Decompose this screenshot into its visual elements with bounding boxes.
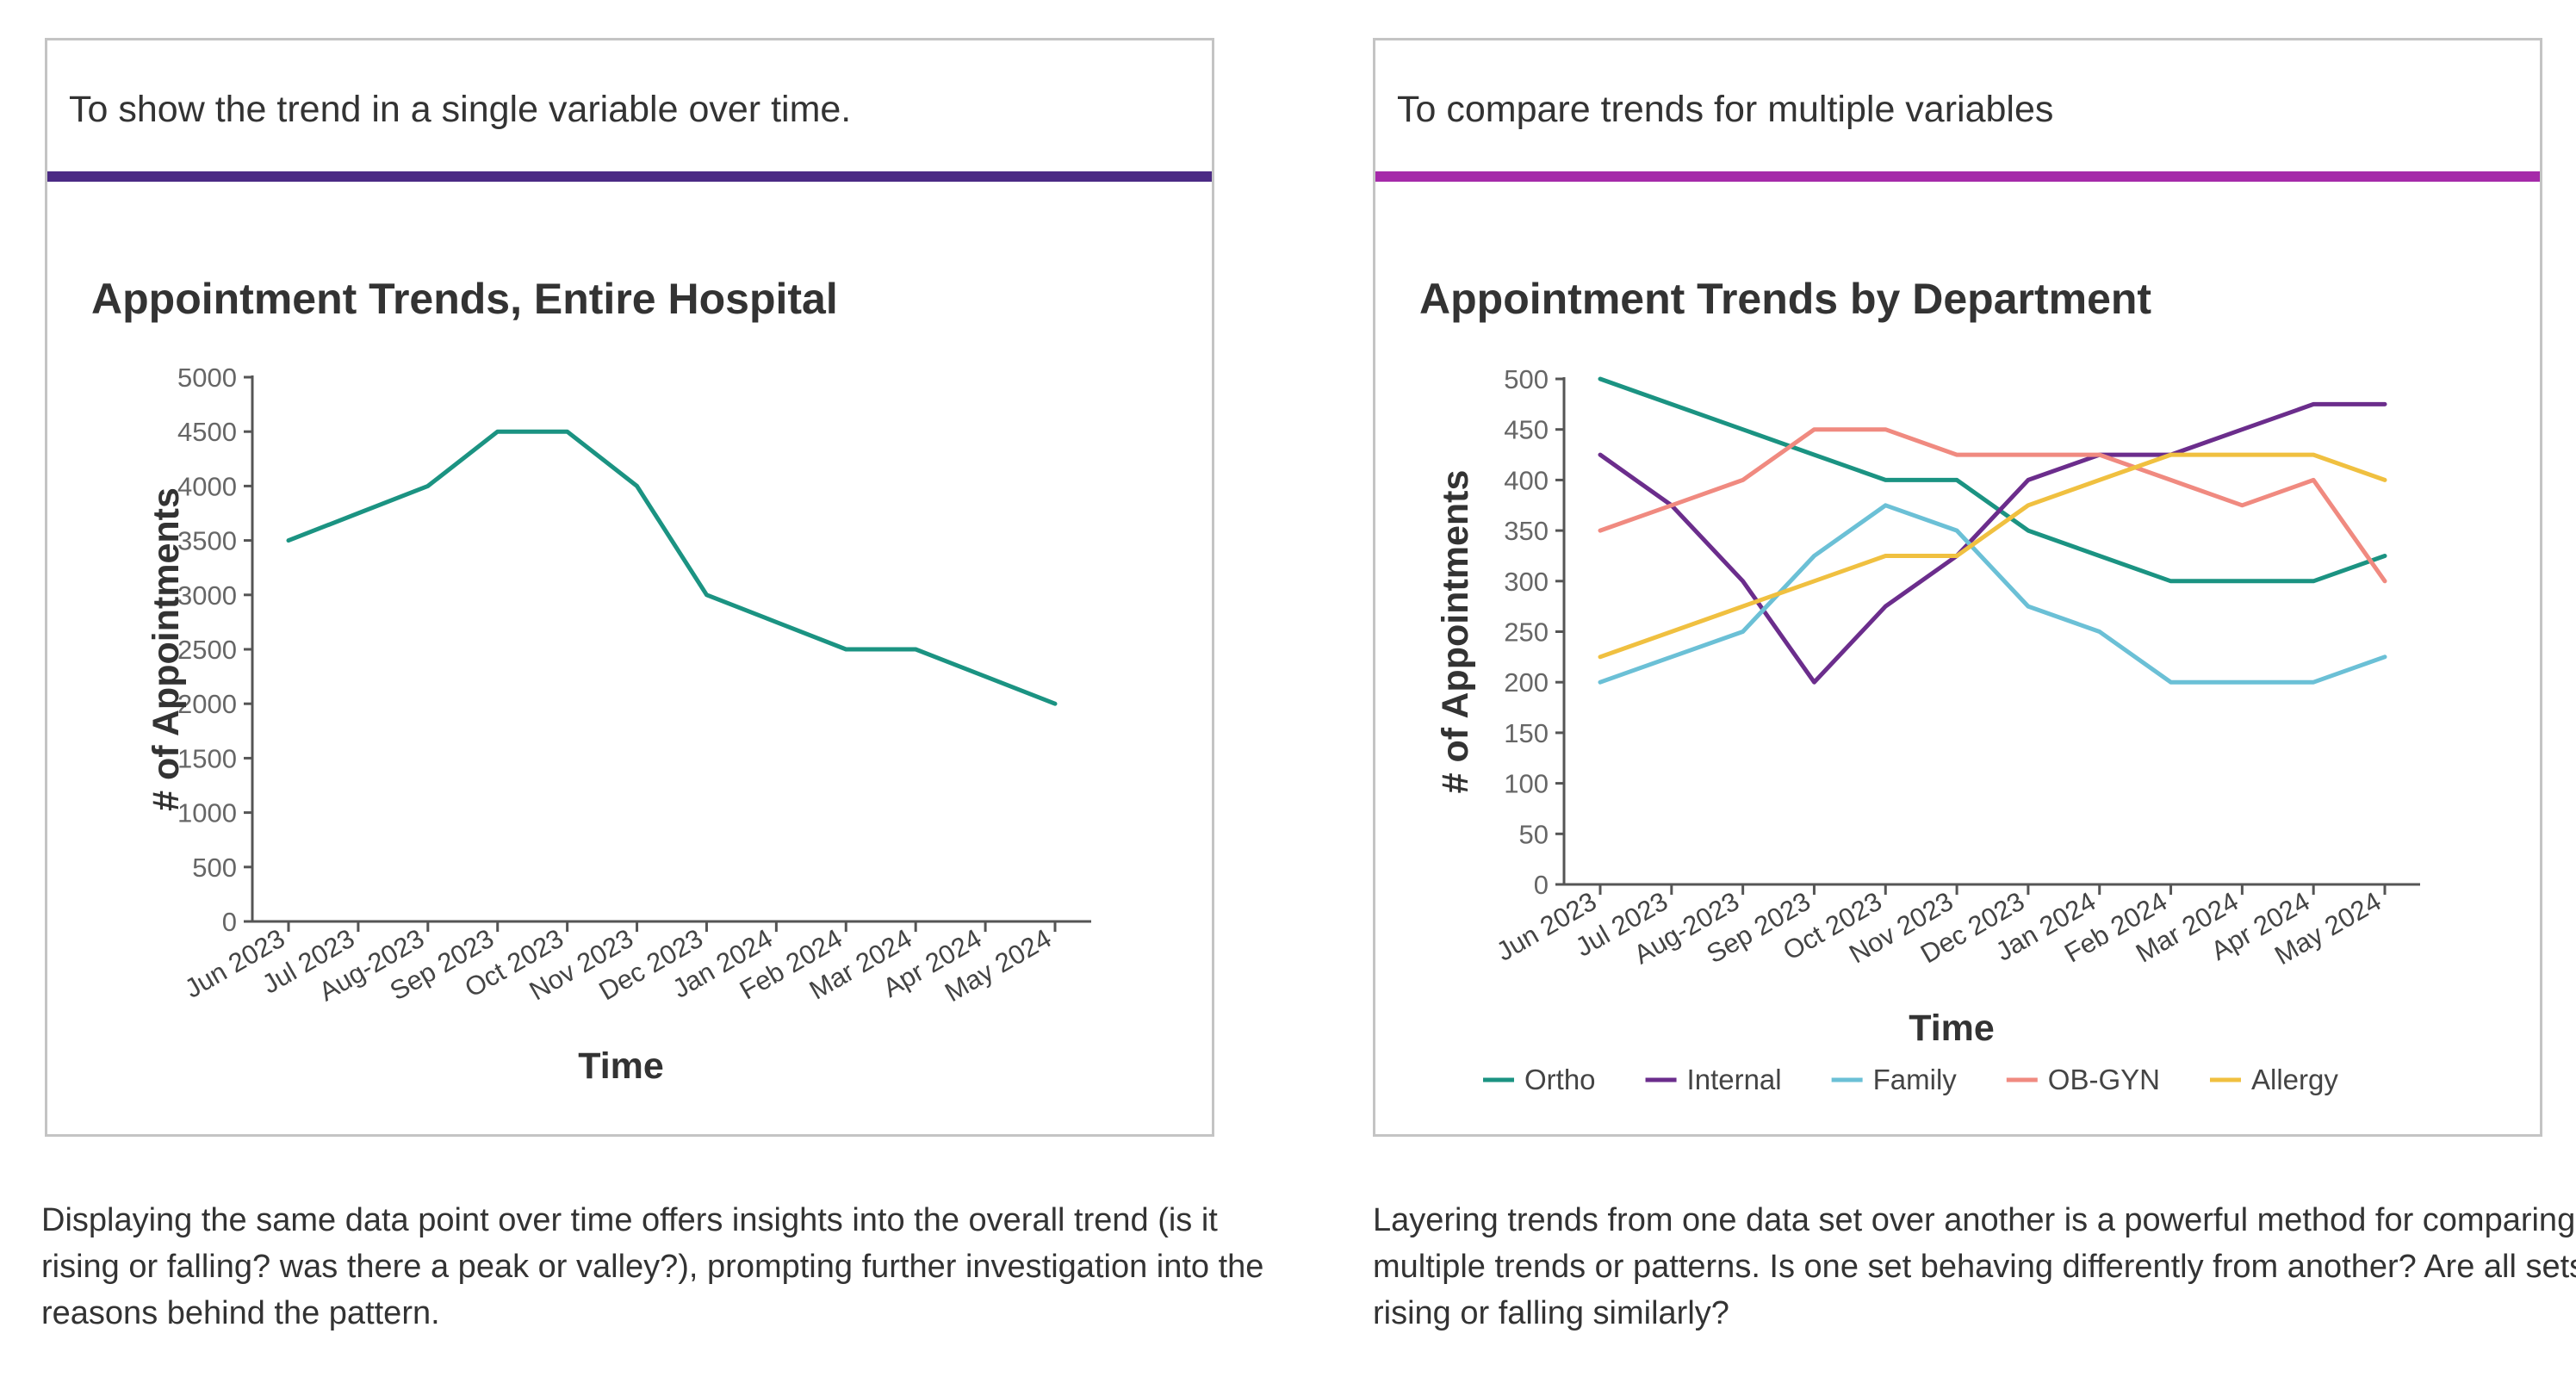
chart-title: Appointment Trends, Entire Hospital	[91, 275, 838, 323]
y-axis-title: # of Appointments	[146, 487, 187, 811]
legend-label: Ortho	[1524, 1064, 1596, 1095]
x-axis-title: Time	[578, 1045, 664, 1087]
y-tick-label: 150	[1504, 718, 1549, 748]
y-tick-label: 5000	[177, 363, 237, 393]
y-tick-label: 2000	[177, 689, 237, 719]
chart-title: Appointment Trends by Department	[1419, 275, 2152, 323]
y-tick-label: 4500	[177, 417, 237, 447]
legend-label: OB-GYN	[2048, 1064, 2160, 1095]
y-tick-label: 350	[1504, 516, 1549, 546]
legend-label: Allergy	[2251, 1064, 2338, 1095]
series-line-internal	[1598, 401, 2387, 685]
x-axis-title: Time	[1909, 1008, 1995, 1049]
y-tick-label: 400	[1504, 465, 1549, 495]
hospital-line-chart: 0 500 1000 1500 2000 2500 3000 3500 4000 4500 5000…	[146, 363, 1091, 1087]
y-tick-label: 1500	[177, 743, 237, 773]
series-line-allergy	[1598, 452, 2387, 660]
y-tick-label: 200	[1504, 667, 1549, 698]
legend-label: Family	[1873, 1064, 1958, 1095]
y-tick-label: 1000	[177, 798, 237, 828]
card-header: To compare trends for multiple variables	[1397, 89, 2054, 130]
series-line-ortho	[1598, 376, 2387, 584]
series-line-family	[1598, 503, 2387, 685]
y-tick-label: 4000	[177, 471, 237, 501]
series-line-ob-gyn	[1598, 427, 2387, 584]
card-header: To show the trend in a single variable o…	[69, 89, 852, 130]
y-tick-label: 500	[1504, 364, 1549, 394]
card-header-rule	[47, 171, 1212, 182]
y-tick-label: 300	[1504, 567, 1549, 597]
y-tick-label: 0	[1534, 870, 1549, 900]
y-tick-label: 3500	[177, 526, 237, 556]
y-tick-label: 450	[1504, 415, 1549, 445]
y-tick-label: 50	[1519, 819, 1549, 849]
card-single-variable: To show the trend in a single variable o…	[45, 38, 1214, 1137]
description-multiple-variables: Layering trends from one data set over a…	[1373, 1202, 2576, 1331]
y-tick-label: 3000	[177, 580, 237, 611]
y-tick-label: 100	[1504, 769, 1549, 799]
y-tick-label: 2500	[177, 635, 237, 665]
series-line-entire-hospital	[286, 429, 1058, 706]
y-tick-label: 500	[192, 853, 237, 883]
y-tick-label: 250	[1504, 617, 1549, 648]
y-tick-label: 0	[222, 907, 237, 937]
card-header-rule	[1375, 171, 2540, 182]
description-single-variable: Displaying the same data point over time…	[41, 1202, 1264, 1331]
card-multiple-variables: To compare trends for multiple variables…	[1373, 38, 2542, 1137]
legend-label: Internal	[1687, 1064, 1782, 1095]
y-axis-title: # of Appointments	[1435, 470, 1476, 794]
